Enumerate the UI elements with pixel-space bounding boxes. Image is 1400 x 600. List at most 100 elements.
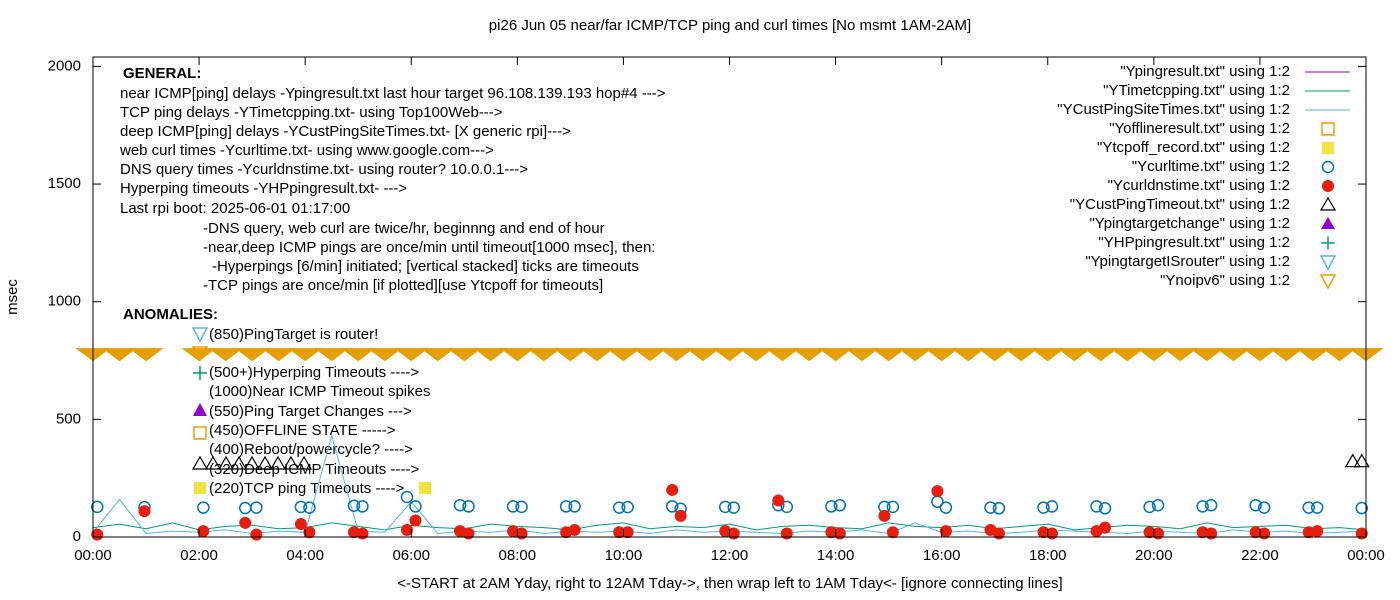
annotation: (450)OFFLINE STATE -----> bbox=[209, 422, 396, 439]
marker bbox=[1205, 527, 1218, 540]
marker bbox=[552, 348, 588, 362]
marker bbox=[924, 348, 960, 362]
marker bbox=[727, 527, 740, 540]
marker bbox=[878, 509, 891, 522]
marker bbox=[579, 348, 615, 362]
key-symbol bbox=[419, 482, 431, 494]
x-tick-label: 08:00 bbox=[499, 547, 537, 564]
marker bbox=[294, 518, 307, 531]
marker bbox=[977, 348, 1013, 362]
marker bbox=[314, 348, 350, 362]
x-tick-label: 00:00 bbox=[74, 547, 112, 564]
legend-label: "YHPpingresult.txt" using 1:2 bbox=[1098, 234, 1290, 251]
x-tick-label: 20:00 bbox=[1135, 547, 1173, 564]
marker bbox=[1030, 348, 1066, 362]
legend-label: "Ycurltime.txt" using 1:2 bbox=[1132, 158, 1290, 175]
marker bbox=[1249, 498, 1262, 512]
marker bbox=[1311, 525, 1324, 538]
marker bbox=[400, 490, 414, 504]
y-tick-label: 1500 bbox=[48, 175, 81, 192]
marker bbox=[1098, 502, 1112, 515]
marker bbox=[1257, 501, 1271, 514]
marker bbox=[526, 348, 562, 362]
key-symbol bbox=[193, 403, 207, 416]
annotation: (850)PingTarget is router! bbox=[209, 326, 378, 343]
marker bbox=[1321, 217, 1335, 229]
marker bbox=[1215, 348, 1251, 362]
legend-label: "Ycurldnstime.txt" using 1:2 bbox=[1108, 177, 1290, 194]
marker bbox=[674, 509, 687, 522]
marker bbox=[833, 527, 846, 540]
marker bbox=[613, 526, 626, 539]
legend-label: "YCustPingSiteTimes.txt" using 1:2 bbox=[1057, 101, 1290, 118]
marker bbox=[1353, 453, 1370, 468]
marker bbox=[393, 348, 429, 362]
marker bbox=[102, 348, 138, 362]
y-tick-label: 2000 bbox=[48, 57, 81, 74]
marker bbox=[462, 527, 475, 540]
x-tick-label: 16:00 bbox=[923, 547, 961, 564]
marker bbox=[473, 348, 509, 362]
legend-label: "YTimetcpping.txt" using 1:2 bbox=[1103, 82, 1290, 99]
annotation: near ICMP[ping] delays -Ypingresult.txt … bbox=[120, 85, 666, 102]
marker bbox=[939, 501, 953, 514]
annotation: DNS query times -Ycurldnstime.txt- using… bbox=[120, 161, 528, 178]
annotation: ANOMALIES: bbox=[123, 306, 218, 323]
marker bbox=[409, 500, 422, 513]
annotation: (550)Ping Target Changes ---> bbox=[209, 403, 412, 420]
annotation: -DNS query, web curl are twice/hr, begin… bbox=[203, 220, 605, 237]
marker bbox=[294, 500, 308, 514]
key-symbol-row bbox=[191, 455, 313, 470]
marker bbox=[559, 500, 573, 513]
marker bbox=[1268, 348, 1304, 362]
marker bbox=[1143, 500, 1156, 514]
marker bbox=[1204, 498, 1218, 512]
marker bbox=[1321, 160, 1335, 174]
marker bbox=[1258, 527, 1271, 540]
marker bbox=[1083, 348, 1119, 362]
marker bbox=[356, 527, 369, 540]
marker bbox=[605, 348, 641, 362]
marker bbox=[261, 348, 297, 362]
marker bbox=[621, 500, 634, 514]
marker bbox=[401, 523, 414, 536]
marker bbox=[1189, 348, 1225, 362]
marker bbox=[886, 500, 900, 514]
marker bbox=[738, 348, 774, 362]
annotation: Hyperping timeouts -YHPpingresult.txt- -… bbox=[120, 180, 407, 197]
marker bbox=[1056, 348, 1092, 362]
marker bbox=[462, 500, 475, 513]
marker bbox=[621, 526, 634, 539]
marker bbox=[1321, 348, 1357, 362]
marker bbox=[1344, 453, 1361, 468]
marker bbox=[238, 501, 252, 515]
key-symbol bbox=[191, 327, 209, 343]
marker bbox=[287, 348, 323, 362]
marker bbox=[453, 498, 467, 512]
marker bbox=[303, 501, 316, 514]
x-tick-label: 22:00 bbox=[1241, 547, 1279, 564]
marker bbox=[1099, 521, 1112, 534]
marker bbox=[197, 501, 210, 514]
legend-label: "YCustPingTimeout.txt" using 1:2 bbox=[1070, 196, 1290, 213]
x-tick-label: 14:00 bbox=[817, 547, 855, 564]
marker bbox=[658, 348, 694, 362]
x-tick-label: 12:00 bbox=[711, 547, 749, 564]
marker bbox=[1310, 501, 1324, 514]
marker bbox=[499, 348, 535, 362]
marker bbox=[138, 505, 151, 518]
marker bbox=[568, 523, 581, 536]
marker bbox=[1321, 122, 1335, 136]
annotation: (320)Deep ICMP Timeouts ----> bbox=[209, 461, 419, 478]
marker bbox=[665, 500, 679, 513]
marker bbox=[727, 501, 740, 514]
marker bbox=[825, 500, 838, 513]
marker bbox=[1045, 500, 1059, 513]
marker bbox=[765, 348, 801, 362]
marker bbox=[446, 348, 482, 362]
y-tick-label: 1000 bbox=[48, 293, 81, 310]
marker bbox=[1196, 500, 1209, 513]
x-tick-label: 18:00 bbox=[1029, 547, 1067, 564]
marker bbox=[208, 348, 244, 362]
